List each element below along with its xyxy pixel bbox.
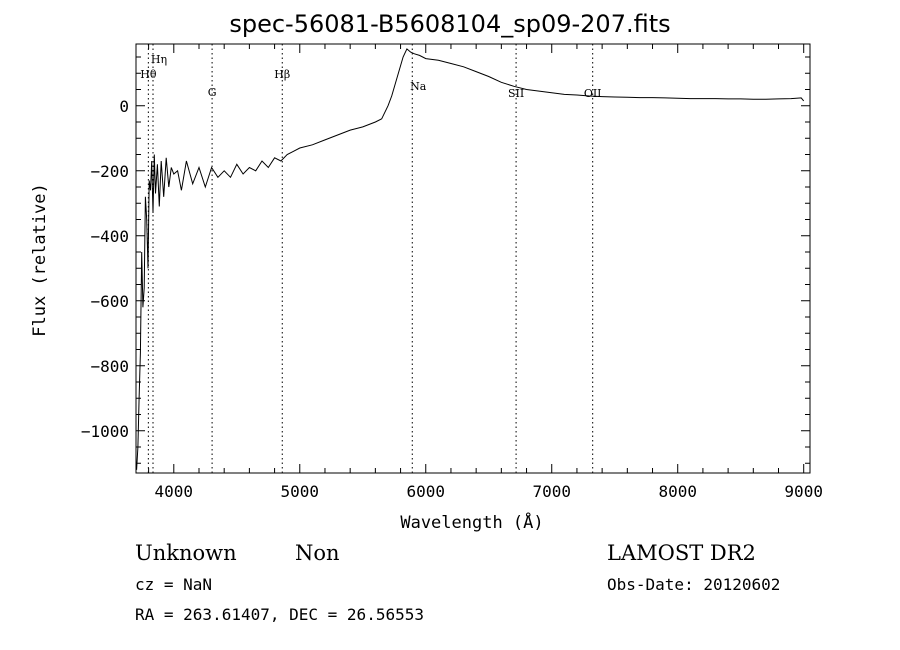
class-label: Unknown [135,541,237,565]
y-tick-label: −400 [90,227,129,246]
y-tick-label: −800 [90,357,129,376]
y-tick-label: −1000 [81,422,129,441]
y-tick-label: 0 [119,97,129,116]
x-axis-label: Wavelength (Å) [400,511,543,533]
coordinates-label: RA = 263.61407, DEC = 26.56553 [135,605,424,624]
ticks [136,44,810,473]
x-tick-label: 9000 [784,482,823,501]
tick-labels: 4000 5000 6000 7000 8000 9000 −1000 −800 −600 −40… [81,97,823,501]
line-marker-label: Hθ [140,68,157,81]
x-tick-label: 4000 [155,482,194,501]
y-tick-label: −200 [90,162,129,181]
x-tick-label: 7000 [532,482,571,501]
line-marker-label: OII [584,87,602,100]
obs-date-label: Obs-Date: 20120602 [607,575,781,594]
spectral-line-markers [147,44,594,473]
line-marker-label: SII [508,87,524,100]
x-tick-label: 5000 [281,482,320,501]
axes [135,43,811,474]
subclass-label: Non [295,541,340,565]
y-tick-label: −600 [90,292,129,311]
spectrum-series [136,48,805,470]
survey-label: LAMOST DR2 [607,541,756,565]
spectrum-line [136,48,805,470]
line-marker-label: Hη [151,53,167,66]
x-tick-label: 8000 [658,482,697,501]
line-marker-label: Na [410,80,427,93]
y-axis-label: Flux (relative) [30,183,50,337]
redshift-label: cz = NaN [135,575,213,594]
plot-frame [135,43,811,474]
line-marker-label: G [208,86,217,99]
x-tick-label: 6000 [406,482,445,501]
line-marker-label: Hβ [274,68,290,81]
line-labels: Hη Hθ G Hβ Na SII OII [140,53,601,100]
chart-title: spec-56081-B5608104_sp09-207.fits [229,10,671,38]
